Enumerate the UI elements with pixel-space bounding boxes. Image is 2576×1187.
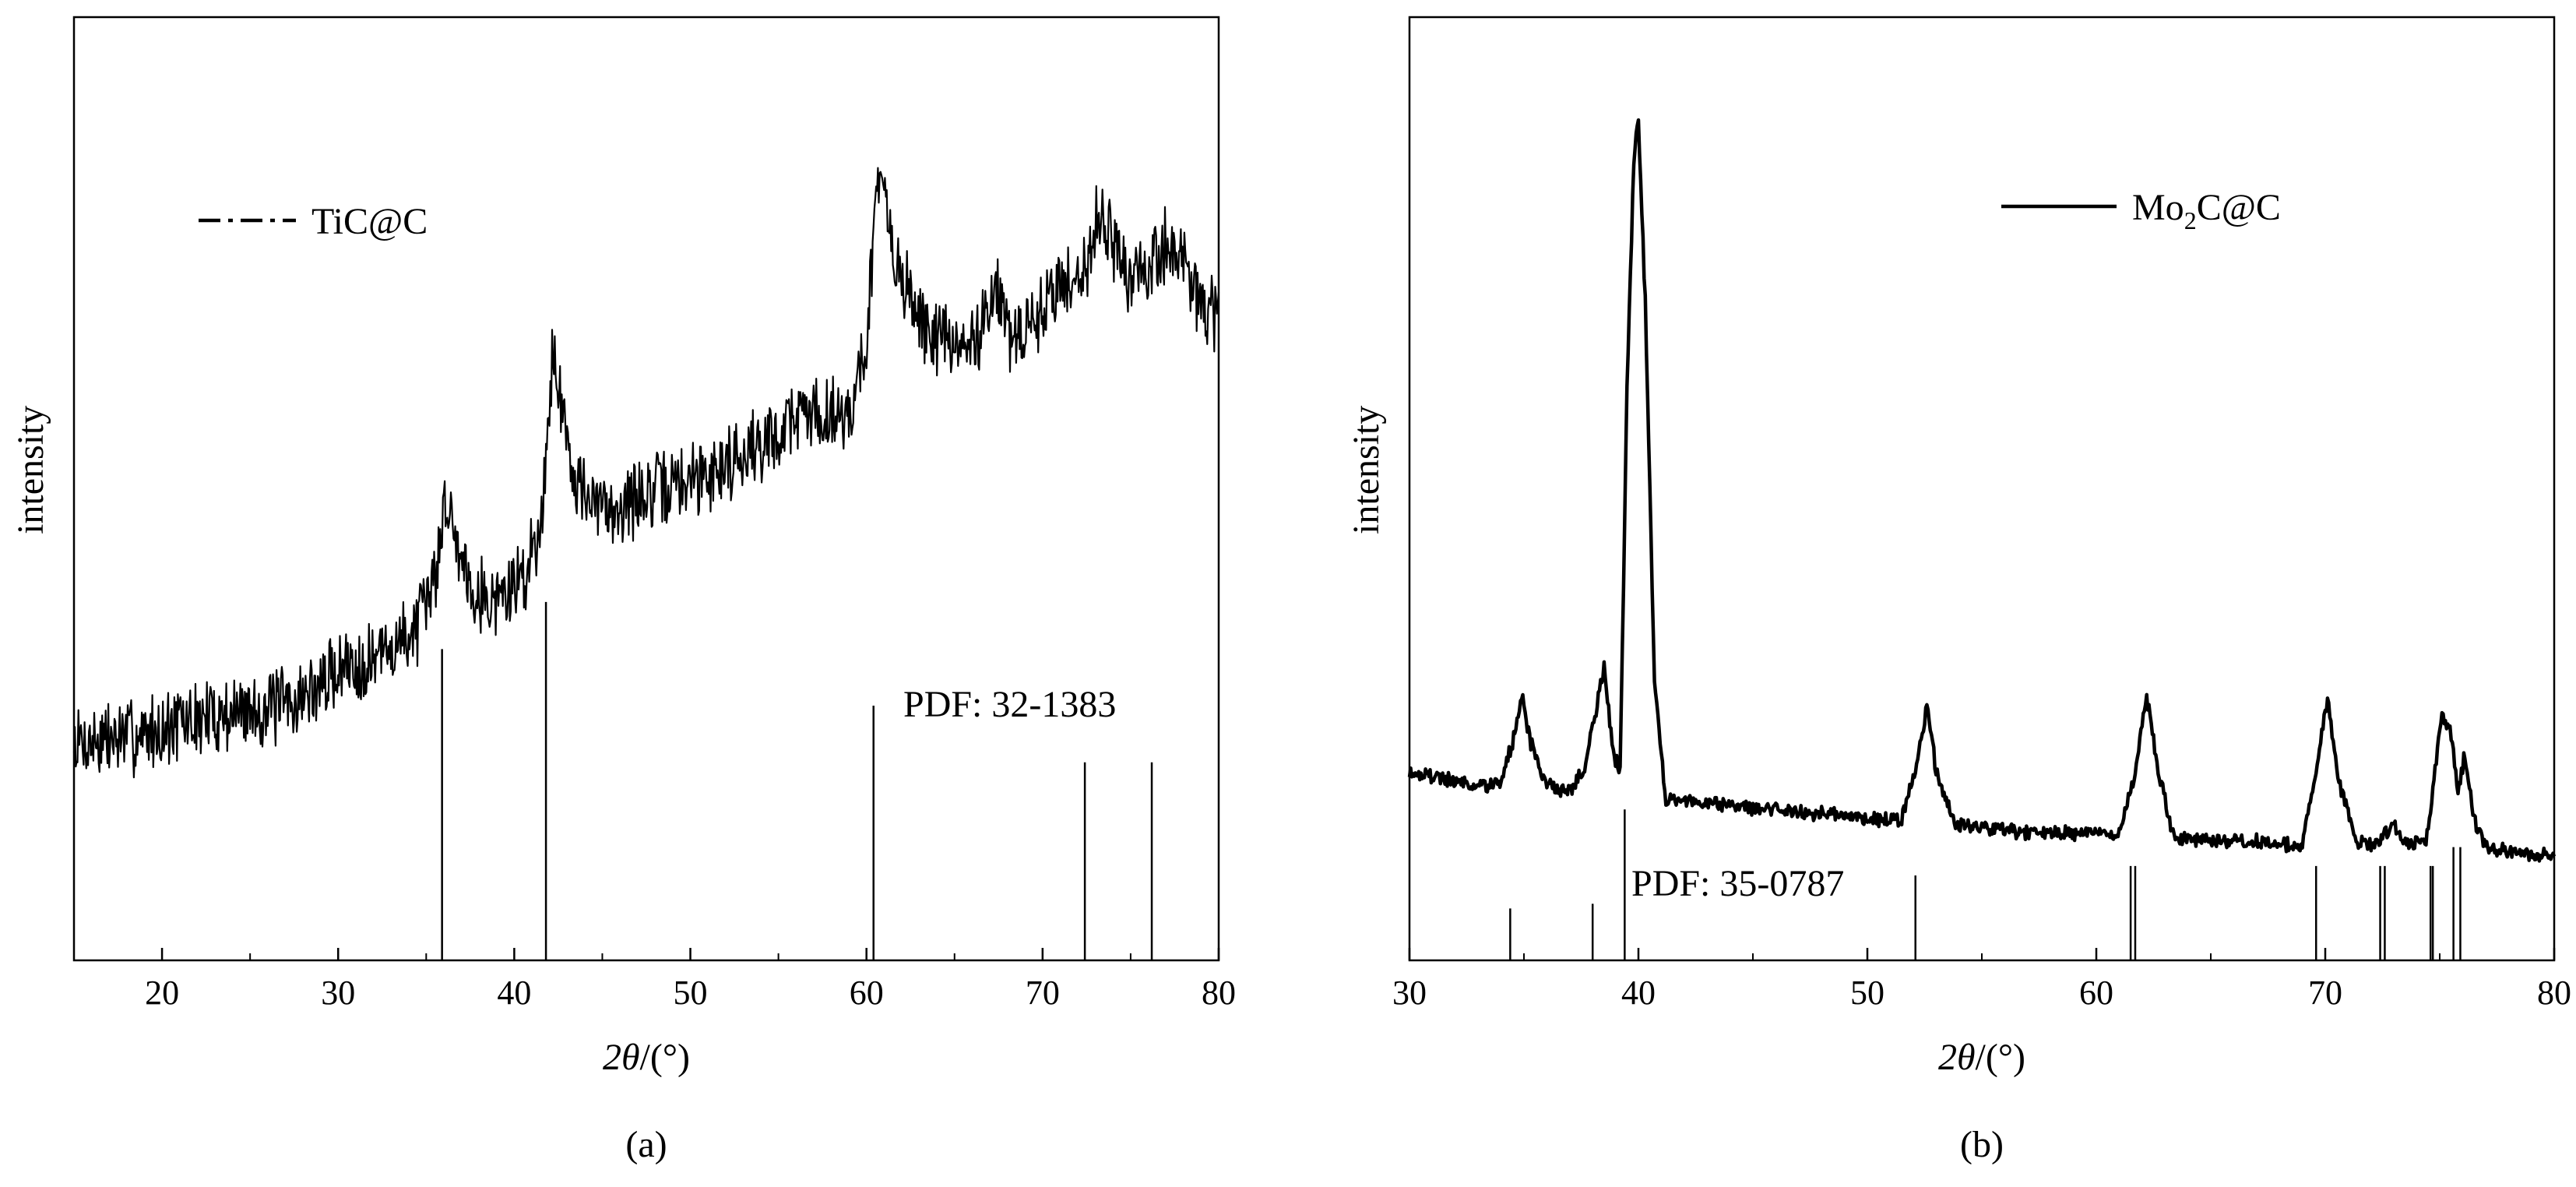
x-tick-label-b-60: 60 xyxy=(2079,974,2113,1012)
x-tick-label-a-70: 70 xyxy=(1026,974,1060,1012)
x-tick-label-a-30: 30 xyxy=(321,974,355,1012)
y-axis-label-b: intensity xyxy=(1346,406,1387,534)
x-tick-label-b-50: 50 xyxy=(1850,974,1884,1012)
y-axis-label-a: intensity xyxy=(10,406,51,534)
plot-frame-b xyxy=(1408,16,2556,962)
x-axis-label-b: 2θ/(°) xyxy=(1938,1037,2025,1078)
plot-frame-a xyxy=(72,16,1220,962)
panel-label-b: (b) xyxy=(1960,1124,2004,1165)
panel-label-a: (a) xyxy=(625,1124,667,1165)
series-line-b-0 xyxy=(1407,118,2557,863)
x-tick-label-a-40: 40 xyxy=(497,974,531,1012)
series-line-a-0 xyxy=(72,167,1220,779)
legend-label-main-b: Mo xyxy=(2132,187,2184,228)
legend-label-sub-b: 2 xyxy=(2184,206,2197,234)
reference-label-b: PDF: 35-0787 xyxy=(1631,863,1844,904)
x-tick-label-a-60: 60 xyxy=(850,974,884,1012)
legend-label-b: Mo2C@C xyxy=(2132,187,2281,234)
x-tick-label-a-20: 20 xyxy=(145,974,179,1012)
x-axis-label-a: 2θ/(°) xyxy=(603,1037,690,1078)
legend-label-a: TiC@C xyxy=(311,201,428,242)
x-tick-label-b-70: 70 xyxy=(2308,974,2342,1012)
reference-label-a: PDF: 32-1383 xyxy=(903,684,1116,725)
chart-panel-b: 30 40 50 60 70 80 2θ/(°) intensity (b) PDF: 35-07… xyxy=(1346,16,2571,1165)
x-axis-unit-b: /(°) xyxy=(1976,1037,2026,1078)
x-tick-label-b-40: 40 xyxy=(1621,974,1656,1012)
x-tick-label-a-80: 80 xyxy=(1202,974,1236,1012)
x-tick-label-a-50: 50 xyxy=(674,974,708,1012)
x-axis-variable-b: 2θ xyxy=(1938,1037,1976,1078)
x-tick-label-b-30: 30 xyxy=(1392,974,1427,1012)
x-tick-label-b-80: 80 xyxy=(2537,974,2571,1012)
chart-panel-a: 20 30 40 50 60 70 80 2θ/(°) intensity (a) PDF: 32-… xyxy=(10,16,1236,1165)
x-axis-unit-a: /(°) xyxy=(640,1037,691,1078)
x-axis-variable-a: 2θ xyxy=(603,1037,640,1078)
legend-label-rest-b: C@C xyxy=(2197,187,2281,228)
